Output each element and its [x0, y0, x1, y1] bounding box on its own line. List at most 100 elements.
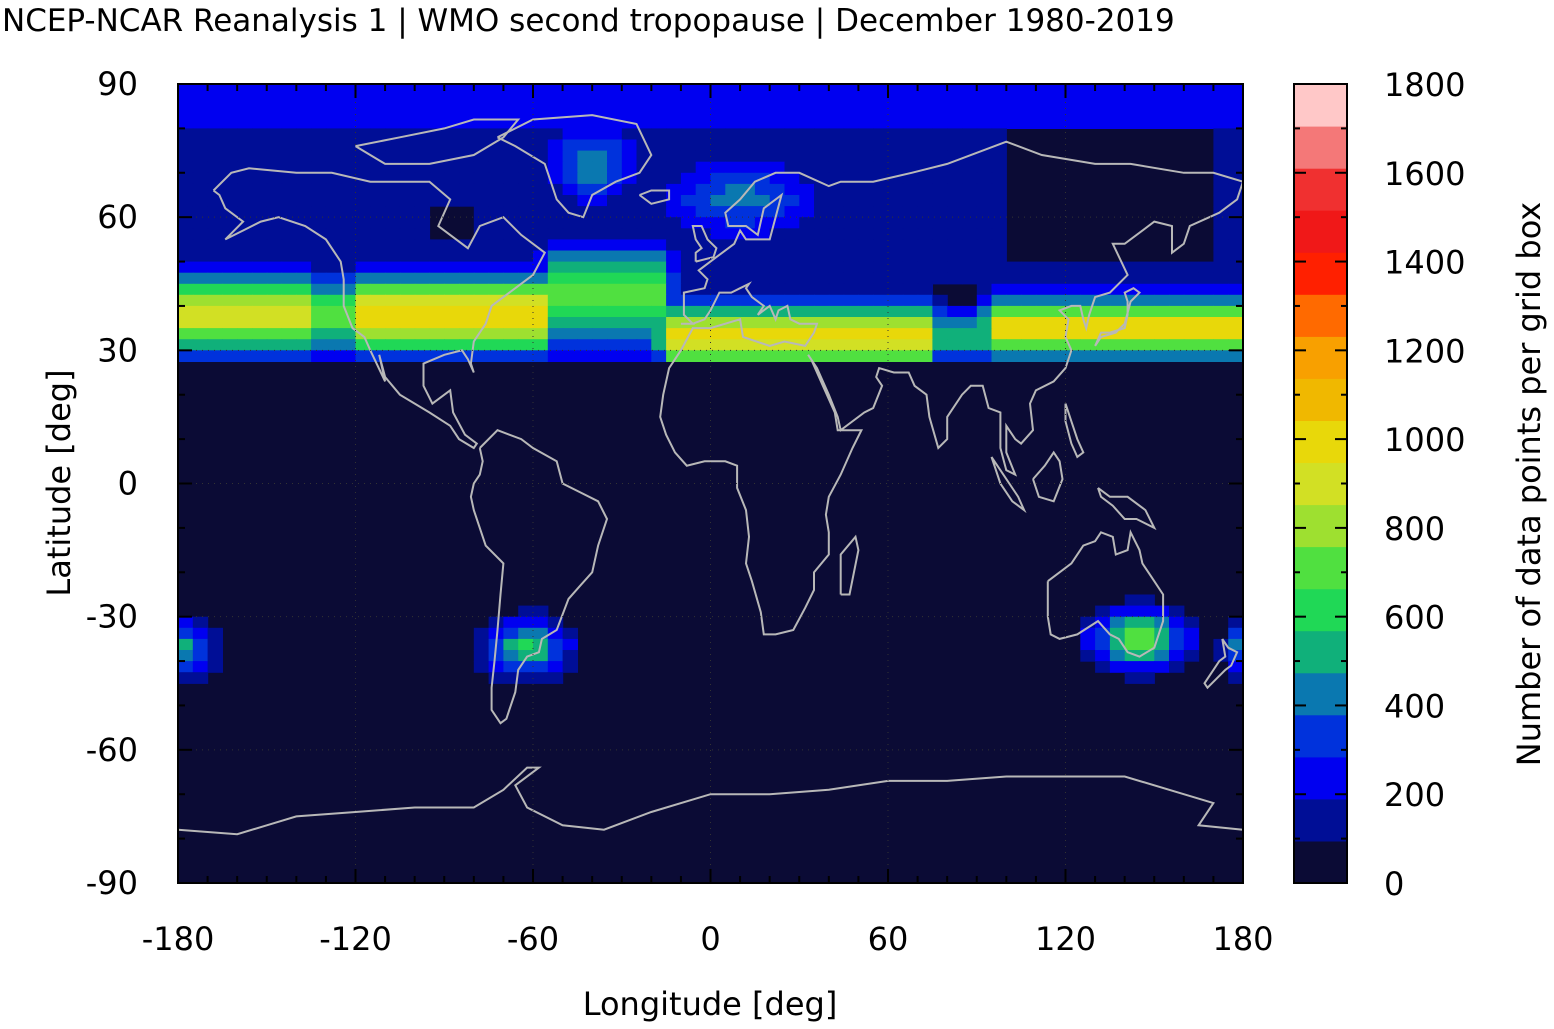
heat-cell	[503, 139, 519, 152]
heat-cell	[296, 95, 312, 107]
heat-cell	[207, 206, 223, 218]
heat-cell	[473, 117, 490, 129]
heat-cell	[459, 328, 475, 340]
heat-cell	[666, 328, 682, 340]
heat-cell	[991, 195, 1007, 207]
heat-cell	[754, 283, 771, 296]
heat-cell	[784, 117, 800, 129]
heat-cell	[533, 305, 549, 318]
heat-cell	[740, 272, 756, 285]
heat-cell	[651, 294, 667, 307]
heat-cell	[666, 261, 682, 274]
heat-cell	[385, 339, 401, 351]
heat-cell	[414, 150, 431, 163]
heat-cell	[888, 84, 904, 96]
heat-cell	[902, 272, 919, 285]
heat-cell	[237, 250, 253, 263]
heat-cell	[725, 250, 741, 263]
heat-cell	[1198, 95, 1214, 107]
heat-cell	[399, 95, 416, 107]
heat-cell	[429, 117, 445, 129]
heat-cell	[222, 350, 238, 362]
heat-cell	[917, 106, 933, 118]
heat-cell	[429, 128, 445, 141]
heat-cell	[1154, 650, 1170, 662]
heat-cell	[1183, 305, 1200, 318]
heat-cell	[828, 283, 845, 296]
heat-cell	[814, 350, 830, 362]
heat-cell	[385, 128, 401, 141]
heat-cell	[192, 627, 209, 640]
heat-cell	[207, 239, 223, 252]
heat-cell	[799, 150, 815, 163]
heat-cell	[695, 272, 712, 285]
heat-cell	[873, 250, 889, 263]
heat-cell	[651, 228, 667, 240]
heat-cell	[473, 161, 490, 174]
heat-cell	[266, 206, 283, 218]
heat-cell	[902, 328, 919, 340]
heat-cell	[473, 195, 490, 207]
heat-cell	[1198, 272, 1214, 285]
heat-cell	[429, 317, 445, 329]
heat-cell	[192, 350, 209, 362]
heat-cell	[858, 339, 874, 351]
heat-cell	[237, 183, 253, 196]
heat-cell	[503, 228, 519, 240]
heat-cell	[917, 250, 933, 263]
heat-cell	[1095, 328, 1111, 340]
heat-cell	[178, 183, 194, 196]
heat-cell	[503, 650, 519, 662]
heat-cell	[754, 128, 771, 141]
heat-cell	[962, 206, 978, 218]
heat-cell	[1198, 350, 1214, 362]
heat-cell	[858, 183, 874, 196]
heat-cell	[621, 128, 638, 141]
heat-cell	[1095, 339, 1111, 351]
heat-cell	[562, 638, 578, 651]
heat-cell	[1228, 95, 1243, 107]
heat-cell	[740, 106, 756, 118]
heat-cell	[1169, 117, 1185, 129]
heat-cell	[1169, 283, 1185, 296]
heat-cell	[178, 250, 194, 263]
heat-cell	[666, 150, 682, 163]
heat-cell	[577, 305, 593, 318]
heat-cell	[192, 128, 209, 141]
heat-cell	[902, 95, 919, 107]
heat-cell	[222, 106, 238, 118]
heat-cell	[976, 206, 993, 218]
coastline-britain	[691, 225, 718, 263]
heat-cell	[1006, 84, 1022, 96]
heat-cell	[799, 106, 815, 118]
heat-cell	[1065, 339, 1081, 351]
heat-cell	[991, 272, 1007, 285]
heat-cell	[296, 195, 312, 207]
heat-cell	[473, 283, 490, 296]
heat-cell	[769, 283, 786, 296]
heat-cell	[562, 272, 578, 285]
colorbar-segment	[1294, 378, 1347, 421]
heat-cell	[740, 195, 756, 207]
heat-cell	[547, 106, 564, 118]
heat-cell	[252, 317, 268, 329]
heat-cell	[607, 84, 623, 96]
heat-cell	[178, 228, 194, 240]
heat-cell	[340, 195, 357, 207]
heat-cell	[178, 261, 194, 274]
x-tick-label: -180	[142, 920, 215, 958]
heat-cell	[607, 95, 623, 107]
heat-cell	[799, 228, 815, 240]
heat-cell	[252, 106, 268, 118]
heat-cell	[1228, 317, 1243, 329]
heat-cell	[947, 117, 963, 129]
heat-cell	[459, 84, 475, 96]
heat-cell	[828, 228, 845, 240]
heat-cell	[1124, 305, 1141, 318]
heat-cell	[503, 261, 519, 274]
heat-cell	[503, 206, 519, 218]
heat-cell	[252, 161, 268, 174]
heat-cell	[1021, 84, 1037, 96]
